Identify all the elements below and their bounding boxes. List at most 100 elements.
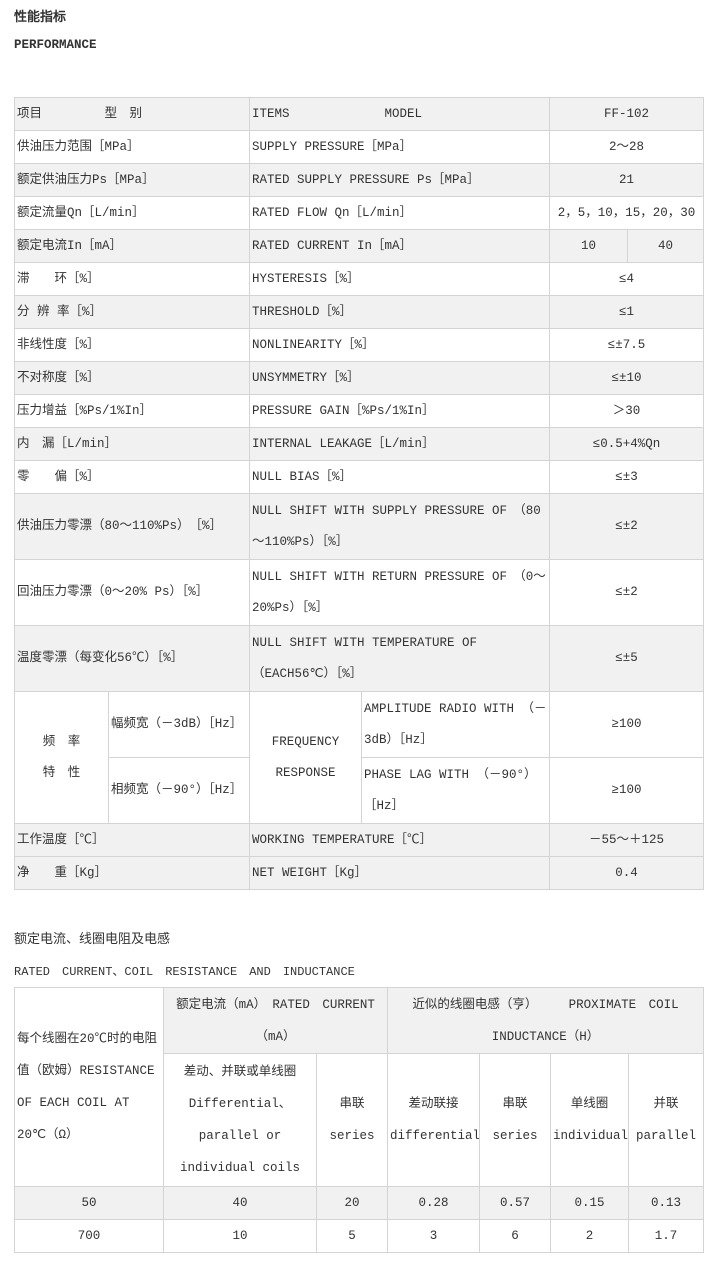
sub-parallel: 并联 parallel: [627, 1053, 705, 1187]
table-row: 滞 环［%］ HYSTERESIS［%］ ≤4: [13, 262, 705, 296]
row-value: ≤0.5+4%Qn: [549, 427, 705, 461]
header-items: ITEMS: [252, 107, 290, 121]
row-cn: 压力增益［%Ps/1%In］: [13, 394, 251, 428]
coil-cell: 5: [316, 1219, 388, 1253]
table-row: 额定流量Qn［L/min］ RATED FLOW Qn［L/min］ 2，5，10，…: [13, 196, 705, 230]
row-en: INTERNAL LEAKAGE［L/min］: [249, 427, 551, 461]
row-cn: 工作温度［℃］: [13, 823, 251, 857]
coil-row: 700 10 5 3 6 2 1.7: [14, 1219, 705, 1253]
coil-table: 每个线圈在20℃时的电阻值（欧姆）RESISTANCE OF EACH COIL…: [14, 987, 705, 1253]
row-value: ＞30: [549, 394, 705, 428]
coil-cell: 20: [316, 1186, 388, 1220]
frequency-row: 相频宽（－90°）［Hz］ PHASE LAG WITH （－90°）［Hz］ …: [15, 757, 705, 824]
sub-differential: 差动联接 differential: [387, 1053, 480, 1187]
row-en: NULL SHIFT WITH RETURN PRESSURE OF （0～20…: [249, 559, 551, 626]
row-en: NONLINEARITY［%］: [249, 328, 551, 362]
header-inductance: 近似的线圈电感（亨） PROXIMATE COIL INDUCTANCE（H）: [386, 987, 705, 1054]
coil-cell: 1.7: [627, 1219, 705, 1253]
row-cn: 分 辨 率［%］: [13, 295, 251, 329]
coil-cell: 40: [163, 1186, 317, 1220]
coil-cell: 10: [163, 1219, 317, 1253]
row-value-a: 10: [549, 229, 629, 263]
table-row: 额定电流In［mA］ RATED CURRENT In［mA］ 10 40: [13, 229, 705, 263]
coil-subheader-row: 差动、并联或单线圈 Differential、parallel or indiv…: [15, 1053, 705, 1187]
row-en: NULL SHIFT WITH SUPPLY PRESSURE OF （80～1…: [249, 493, 551, 560]
header-model: MODEL: [384, 107, 423, 121]
row-cn: 回油压力零漂（0～20% Ps）［%］: [13, 559, 251, 626]
table-row: 内 漏［L/min］ INTERNAL LEAKAGE［L/min］ ≤0.5+4%…: [13, 427, 705, 461]
sub-series: 串联 series: [479, 1053, 551, 1187]
row-cn: 额定流量Qn［L/min］: [13, 196, 251, 230]
frequency-sub-en: PHASE LAG WITH （－90°）［Hz］: [361, 757, 551, 824]
coil-header-row: 每个线圈在20℃时的电阻值（欧姆）RESISTANCE OF EACH COIL…: [14, 987, 705, 1187]
row-value: ≤±7.5: [549, 328, 705, 362]
row-cn: 额定电流In［mA］: [13, 229, 251, 263]
table-row: 工作温度［℃］ WORKING TEMPERATURE［℃］ －55～＋125: [13, 823, 705, 857]
coil-cell: 6: [479, 1219, 551, 1253]
coil-row: 50 40 20 0.28 0.57 0.15 0.13: [14, 1186, 705, 1220]
row-en: RATED CURRENT In［mA］: [249, 229, 551, 263]
coil-cell: 2: [550, 1219, 629, 1253]
row-en: HYSTERESIS［%］: [249, 262, 551, 296]
coil-cell: 50: [14, 1186, 164, 1220]
row-value: ≤±5: [549, 625, 705, 692]
header-model-value: FF-102: [549, 97, 705, 131]
row-cn: 温度零漂（每变化56℃）［%］: [13, 625, 251, 692]
row-value: 2，5，10，15，20，30: [549, 196, 705, 230]
table-row: 供油压力范围［MPa］ SUPPLY PRESSURE［MPa］ 2～28: [13, 130, 705, 164]
table-row: 额定供油压力Ps［MPa］ RATED SUPPLY PRESSURE Ps［MP…: [13, 163, 705, 197]
coil-cell: 0.57: [479, 1186, 551, 1220]
row-value: 2～28: [549, 130, 705, 164]
row-en: RATED FLOW Qn［L/min］: [249, 196, 551, 230]
frequency-sub-en: AMPLITUDE RADIO WITH （－3dB）［Hz］: [361, 691, 551, 758]
row-en: NET WEIGHT［Kg］: [249, 856, 551, 890]
coil-title-cn: 额定电流、线圈电阻及电感: [14, 932, 171, 947]
coil-cell: 0.15: [550, 1186, 629, 1220]
performance-title-en: PERFORMANCE: [14, 38, 97, 52]
frequency-sub-cn: 相频宽（－90°）［Hz］: [107, 757, 251, 824]
row-en: NULL SHIFT WITH TEMPERATURE OF （EACH56℃）…: [249, 625, 551, 692]
table-row: 供油压力零漂（80～110%Ps） ［%］ NULL SHIFT WITH SUP…: [13, 493, 705, 560]
header-resistance: 每个线圈在20℃时的电阻值（欧姆）RESISTANCE OF EACH COIL…: [14, 987, 164, 1187]
frequency-cn: 频 率 特 性: [14, 691, 109, 824]
row-en: UNSYMMETRY［%］: [249, 361, 551, 395]
coil-cell: 700: [14, 1219, 164, 1253]
table-row: 净 重［Kg］ NET WEIGHT［Kg］ 0.4: [13, 856, 705, 890]
row-cn: 内 漏［L/min］: [13, 427, 251, 461]
frequency-value: ≥100: [549, 691, 705, 758]
table-row: 分 辨 率［%］ THRESHOLD［%］ ≤1: [13, 295, 705, 329]
table-row: 不对称度［%］ UNSYMMETRY［%］ ≤±10: [13, 361, 705, 395]
row-cn: 供油压力零漂（80～110%Ps） ［%］: [13, 493, 251, 560]
row-value: ≤±10: [549, 361, 705, 395]
row-value: 0.4: [549, 856, 705, 890]
coil-title-en: RATED CURRENT、COIL RESISTANCE AND INDUCT…: [14, 965, 355, 979]
row-en: NULL BIAS［%］: [249, 460, 551, 494]
performance-title-cn: 性能指标: [14, 10, 67, 25]
header-en: ITEMS MODEL: [249, 97, 551, 131]
sub-diff-parallel: 差动、并联或单线圈 Differential、parallel or indiv…: [163, 1053, 317, 1187]
row-en: SUPPLY PRESSURE［MPa］: [249, 130, 551, 164]
coil-cell: 0.28: [387, 1186, 480, 1220]
row-cn: 供油压力范围［MPa］: [13, 130, 251, 164]
row-cn: 净 重［Kg］: [13, 856, 251, 890]
row-value: ≤±2: [549, 493, 705, 560]
sub-individual: 单线圈 individual: [550, 1053, 629, 1187]
frequency-sub-cn: 幅频宽（－3dB）［Hz］: [107, 691, 251, 758]
row-value: ≤4: [549, 262, 705, 296]
row-cn: 额定供油压力Ps［MPa］: [13, 163, 251, 197]
row-en: PRESSURE GAIN［%Ps/1%In］: [249, 394, 551, 428]
table-row: 非线性度［%］ NONLINEARITY［%］ ≤±7.5: [13, 328, 705, 362]
table-header-row: 项目 型 别 ITEMS MODEL FF-102: [13, 97, 705, 131]
table-row: 压力增益［%Ps/1%In］ PRESSURE GAIN［%Ps/1%In］ ＞30: [13, 394, 705, 428]
coil-cell: 3: [387, 1219, 480, 1253]
table-row: 回油压力零漂（0～20% Ps）［%］ NULL SHIFT WITH RETUR…: [13, 559, 705, 626]
row-en: RATED SUPPLY PRESSURE Ps［MPa］: [249, 163, 551, 197]
row-value: －55～＋125: [549, 823, 705, 857]
row-value: ≤1: [549, 295, 705, 329]
coil-cell: 0.13: [627, 1186, 705, 1220]
row-value: ≤±2: [549, 559, 705, 626]
table-row: 零 偏［%］ NULL BIAS［%］ ≤±3: [13, 460, 705, 494]
row-cn: 零 偏［%］: [13, 460, 251, 494]
header-rated-current: 额定电流（mA） RATED CURRENT（mA）: [163, 987, 388, 1054]
frequency-value: ≥100: [549, 757, 705, 824]
